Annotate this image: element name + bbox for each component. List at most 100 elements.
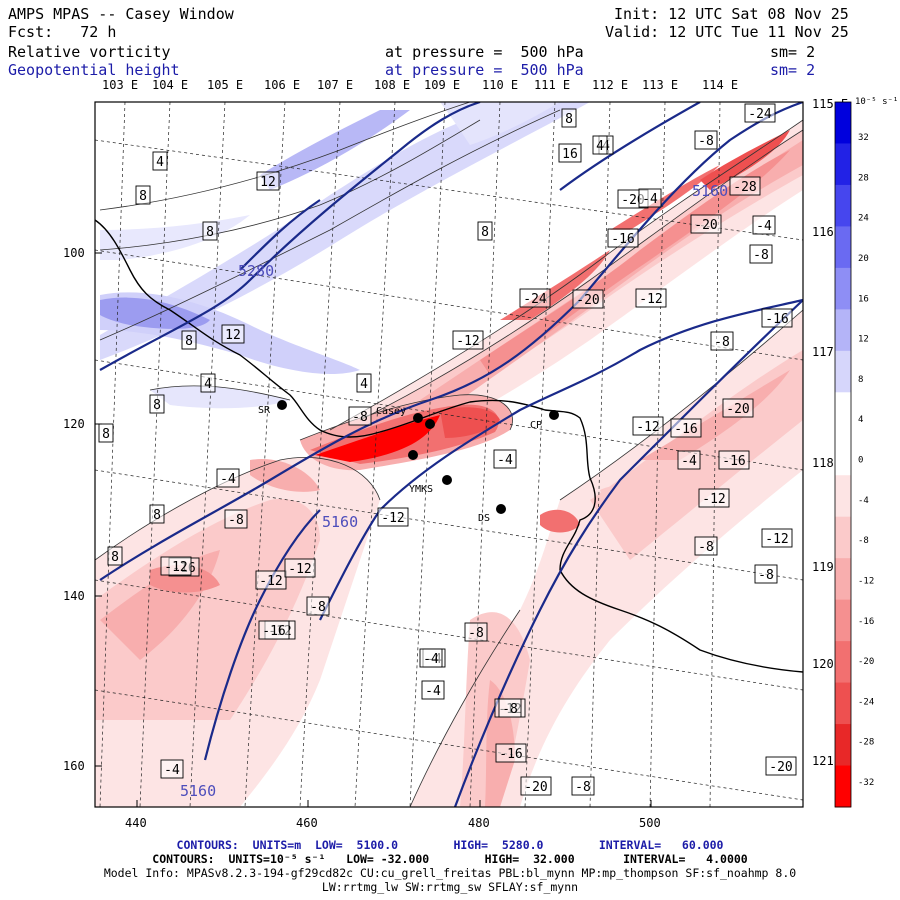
height-label-5280: 5280 [238,262,274,280]
svg-text:-16: -16 [611,232,634,247]
vorticity-label: 4 [592,135,608,155]
colorbar-label: 12 [858,335,869,345]
height-label-5160-b: 5160 [692,182,728,200]
colorbar-segment [835,392,851,435]
station-ymks[interactable] [408,450,418,460]
svg-text:-16: -16 [765,312,788,327]
top-longitude-label: 105 E [207,78,243,92]
station-ymks-2[interactable] [442,475,452,485]
colorbar-label: 28 [858,173,869,183]
colorbar-label: -4 [858,496,869,506]
station-casey-2[interactable] [425,419,435,429]
colorbar-segment [835,641,851,684]
colorbar-segment [835,475,851,518]
vorticity-label: -8 [224,509,248,529]
vorticity-label: -4 [160,759,184,779]
init-time: Init: 12 UTC Sat 08 Nov 25 [614,5,849,23]
top-longitude-label: 104 E [152,78,188,92]
vorticity-label: -8 [306,596,330,616]
plot-frame [94,101,804,808]
vorticity-label: -8 [710,331,734,351]
svg-text:-4: -4 [681,454,697,469]
svg-text:-12: -12 [639,292,662,307]
colorbar-segment [835,226,851,269]
vorticity-label: -16 [495,743,527,763]
colorbar-segment [835,433,851,476]
station-ds[interactable] [496,504,506,514]
vorticity-label: -20 [520,776,552,796]
vorticity-label: 12 [256,171,280,191]
colorbar-frame [834,101,852,808]
top-longitude-labels: 103 E 104 E 105 E 106 E 107 E 108 E 109 E 110 E… [102,78,738,92]
svg-text:-20: -20 [726,402,749,417]
vorticity-label: -8 [498,698,522,718]
vorticity-label: 8 [477,221,493,241]
field2-name: Geopotential height [8,61,180,79]
vorticity-label: 8 [202,221,218,241]
vorticity-label: -12 [698,488,730,508]
colorbar-segment [835,143,851,186]
vorticity-label: 16 [558,143,582,163]
svg-text:-8: -8 [714,335,730,350]
svg-text:-12: -12 [259,574,282,589]
label-sr: SR [258,405,271,416]
svg-text:-12: -12 [702,492,725,507]
vorticity-label: -28 [729,176,761,196]
station-casey[interactable] [413,413,423,423]
vorticity-label: 4 [356,373,372,393]
label-casey: Casey [376,406,406,417]
vorticity-label: -12 [255,570,287,590]
height-label-5160-c: 5160 [180,782,216,800]
vorticity-label: -4 [752,215,776,235]
svg-text:-4: -4 [220,472,236,487]
svg-text:-8: -8 [698,540,714,555]
label-ds: DS [478,513,490,524]
svg-text:-4: -4 [164,763,180,778]
field1-pressure: at pressure = 500 hPa [385,43,584,61]
svg-text:-20: -20 [576,293,599,308]
vorticity-label: -12 [377,507,409,527]
colorbar-label: 20 [858,254,869,264]
svg-text:-8: -8 [310,600,326,615]
vorticity-label: -20 [765,756,797,776]
station-cp[interactable] [549,410,559,420]
vorticity-contour-labels: 4 8 8 12 8 8 8 4 -4 -8 -12 -16 -20 -24 -28 -8 -4 -16 -20 -2… [98,103,797,796]
bottom-tick-label: 480 [468,816,490,830]
svg-text:12: 12 [260,175,276,190]
svg-text:8: 8 [111,550,119,565]
bottom-axis-ticks: 440 460 480 500 [125,800,661,830]
left-tick-label: 100 [63,246,85,260]
valid-time: Valid: 12 UTC Tue 11 Nov 25 [605,23,849,41]
plot-title: AMPS MPAS -- Casey Window [8,5,234,23]
vorticity-label: -8 [749,244,773,264]
colorbar-label: 24 [858,214,869,224]
svg-text:8: 8 [565,112,573,127]
colorbar-label: 8 [858,375,863,385]
colorbar-label: -28 [858,738,874,748]
station-sr[interactable] [277,400,287,410]
svg-text:-8: -8 [753,248,769,263]
svg-text:-8: -8 [502,702,518,717]
left-tick-label: 140 [63,589,85,603]
svg-text:-8: -8 [352,410,368,425]
svg-text:8: 8 [153,508,161,523]
svg-text:-20: -20 [694,218,717,233]
vorticity-label: -16 [607,228,639,248]
svg-text:-8: -8 [468,626,484,641]
colorbar-segment [835,558,851,601]
svg-text:-16: -16 [674,422,697,437]
vorticity-label: -4 [216,468,240,488]
svg-text:8: 8 [185,334,193,349]
svg-text:8: 8 [139,189,147,204]
svg-text:4: 4 [156,155,164,170]
svg-text:8: 8 [481,225,489,240]
top-longitude-label: 113 E [642,78,678,92]
vorticity-label: 8 [149,504,165,524]
colorbar-segment [835,350,851,393]
svg-text:-20: -20 [769,760,792,775]
svg-text:-16: -16 [262,624,285,639]
stations [277,400,559,514]
svg-text:-4: -4 [425,684,441,699]
svg-text:-4: -4 [423,652,439,667]
